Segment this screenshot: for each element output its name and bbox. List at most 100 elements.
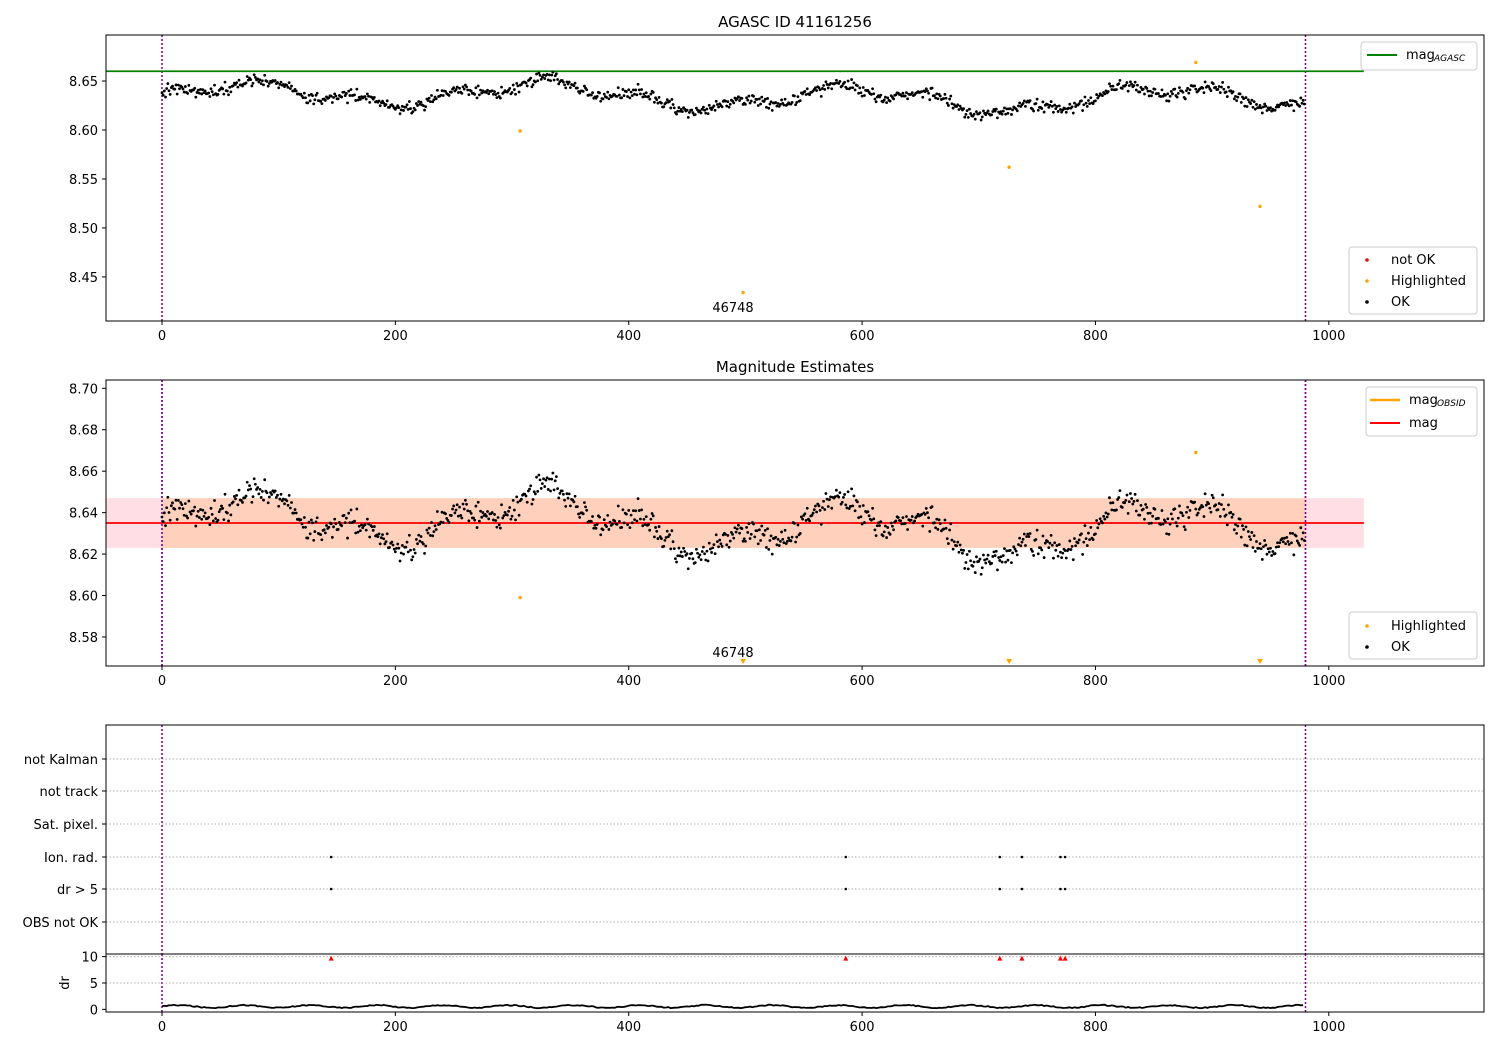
panel2-ok-point bbox=[514, 518, 517, 522]
panel1-ok-point bbox=[187, 83, 191, 87]
panel1-xtick-label-800: 800 bbox=[1083, 329, 1108, 344]
panel1-ok-point bbox=[1071, 111, 1075, 115]
panel2-ok-point bbox=[425, 528, 429, 532]
panel2-ok-point bbox=[1031, 549, 1034, 553]
panel2-ok-point bbox=[838, 491, 842, 495]
panel2-ok-point bbox=[1098, 517, 1102, 521]
panel2-ok-point bbox=[894, 519, 898, 523]
panel2-ok-point bbox=[315, 516, 319, 520]
panel1-ok-point bbox=[748, 101, 752, 105]
panel2-ok-point bbox=[842, 495, 845, 499]
panel2-ok-point bbox=[1287, 542, 1291, 546]
panel2-ok-point bbox=[660, 537, 663, 540]
panel2-ok-point bbox=[726, 534, 730, 537]
panel1-ok-point bbox=[964, 113, 968, 116]
panel1-ok-point bbox=[418, 102, 422, 106]
panel2-ok-point bbox=[860, 522, 864, 526]
panel1-ok-point bbox=[531, 83, 535, 87]
panel1-ok-point bbox=[235, 81, 239, 85]
panel2-ok-point bbox=[1061, 551, 1065, 555]
panel2-ok-point bbox=[1270, 554, 1274, 557]
panel2-ok-point bbox=[529, 484, 533, 488]
panel1-ok-point bbox=[702, 105, 705, 109]
panel2-ok-point bbox=[259, 496, 263, 499]
panel1-ok-point bbox=[1160, 88, 1164, 92]
panel2-ok-point bbox=[179, 501, 183, 504]
panel3-flag-point bbox=[1059, 855, 1062, 859]
panel2-ok-point bbox=[1082, 540, 1086, 544]
panel1-ok-point bbox=[440, 89, 444, 93]
panel1-ok-point bbox=[1234, 94, 1237, 98]
panel2-ok-point bbox=[528, 487, 531, 491]
panel1-ok-point bbox=[164, 95, 167, 99]
panel2-ok-point bbox=[812, 508, 816, 512]
panel1-ok-point bbox=[774, 101, 778, 104]
panel2-ok-point bbox=[1231, 513, 1235, 516]
panel2-ok-point bbox=[337, 521, 341, 524]
panel1-ok-point bbox=[1301, 98, 1305, 102]
panel1-ok-point bbox=[356, 98, 360, 102]
panel2-ok-point bbox=[361, 526, 365, 530]
panel2-ok-point bbox=[414, 538, 418, 541]
panel2-ok-point bbox=[650, 512, 654, 515]
panel2-ok-point bbox=[260, 489, 264, 493]
panel1-ok-point bbox=[1018, 101, 1022, 105]
panel2-ok-point bbox=[633, 518, 636, 522]
panel2-ok-point bbox=[334, 522, 338, 526]
panel1-ok-point bbox=[631, 88, 635, 92]
panel2-ok-point bbox=[484, 514, 488, 518]
panel2-ok-point bbox=[977, 559, 981, 563]
panel2-ok-point bbox=[216, 518, 220, 522]
panel2-ok-point bbox=[245, 480, 249, 484]
panel1-ok-point bbox=[368, 100, 372, 104]
panel2-ok-point bbox=[1060, 556, 1064, 560]
panel2-ok-point bbox=[195, 514, 199, 518]
panel2-ok-point bbox=[302, 516, 306, 519]
panel2-ok-point bbox=[607, 528, 611, 531]
panel2-ok-point bbox=[760, 524, 764, 528]
panel2-ok-point bbox=[644, 515, 648, 519]
panel2-ok-point bbox=[1053, 541, 1057, 545]
panel1-ok-point bbox=[161, 93, 165, 97]
panel2-ok-point bbox=[819, 522, 823, 526]
panel2-ok-point bbox=[439, 520, 443, 524]
panel2-ok-point bbox=[252, 477, 256, 481]
panel1-ok-point bbox=[606, 90, 610, 94]
panel2-ok-point bbox=[232, 495, 236, 498]
panel2-ok-point bbox=[1032, 554, 1036, 557]
panel2-ok-point bbox=[796, 523, 800, 527]
panel2-ok-point bbox=[164, 524, 167, 528]
panel1-ok-point bbox=[1188, 88, 1192, 92]
panel2-ok-point bbox=[503, 510, 507, 514]
panel2-ok-point bbox=[526, 489, 530, 493]
panel1-ok-point bbox=[978, 111, 982, 115]
panel1-ok-point bbox=[1287, 104, 1291, 108]
panel2-ok-point bbox=[379, 536, 383, 540]
panel1-ok-point bbox=[993, 109, 997, 113]
panel1-ok-point bbox=[994, 107, 998, 111]
panel2-ok-point bbox=[923, 512, 927, 516]
panel1-ok-point bbox=[738, 99, 741, 102]
panel2-ok-point bbox=[1173, 507, 1177, 511]
panel1-ok-point bbox=[347, 89, 351, 93]
panel2-ok-point bbox=[363, 523, 367, 527]
panel2-ok-point bbox=[720, 544, 724, 548]
panel2-ok-point bbox=[741, 539, 745, 543]
panel1-ok-point bbox=[1060, 110, 1064, 114]
panel2-ytick-label-8.7: 8.70 bbox=[69, 382, 98, 397]
panel1-ok-point bbox=[461, 85, 465, 89]
panel2-ok-point bbox=[892, 528, 895, 532]
panel2-ok-point bbox=[780, 530, 783, 534]
panel2-ok-point bbox=[378, 542, 382, 546]
panel2-ok-point bbox=[330, 535, 334, 539]
panel2-ok-point bbox=[638, 517, 642, 521]
panel1-ok-point bbox=[644, 91, 648, 95]
panel2-ok-point bbox=[781, 537, 785, 541]
panel1-ok-point bbox=[484, 91, 488, 94]
panel2-ok-point bbox=[285, 499, 289, 503]
panel2-ok-point bbox=[762, 533, 766, 537]
panel2-ok-point bbox=[724, 533, 727, 536]
panel2-ok-point bbox=[1059, 550, 1062, 554]
panel1-ok-point bbox=[949, 94, 953, 98]
panel1-ok-point bbox=[942, 97, 946, 100]
